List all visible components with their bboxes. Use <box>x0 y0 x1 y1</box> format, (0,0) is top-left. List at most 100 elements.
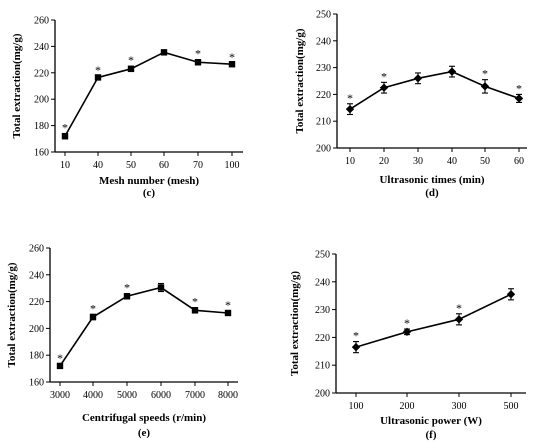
chart1-significance-star: * <box>62 121 68 135</box>
chart3-data-point <box>56 362 64 370</box>
chart2-x-tick-label: 20 <box>379 156 389 167</box>
chart2-panel-label: (d) <box>425 187 439 199</box>
chart3-data-point <box>157 284 165 291</box>
chart1-series-line <box>64 51 233 137</box>
chart1-x-axis-label: Mesh number (mesh) <box>99 175 199 187</box>
chart4-y-tick-label: 240 <box>315 277 330 288</box>
chart1-x-tick-label: 10 <box>60 160 70 171</box>
chart3-y-tick-label: 260 <box>29 244 44 255</box>
chart1-data-point <box>228 61 236 68</box>
chart4-y-tick-label: 200 <box>315 389 330 400</box>
chart2-y-tick-label: 210 <box>316 117 331 128</box>
chart3-data-point <box>123 293 131 300</box>
chart1-data-point <box>194 59 202 66</box>
chart2-y-tick-label: 250 <box>316 10 331 21</box>
chart4-x-axis-label: Ultrasonic power (W) <box>380 415 482 427</box>
chart4-x-tick-label: 500 <box>504 401 519 412</box>
chart2-data-point <box>447 67 457 76</box>
chart3-data-point <box>224 309 232 317</box>
chart4-panel-label: (f) <box>426 429 437 441</box>
chart3-x-tick-label: 3000 <box>50 390 70 401</box>
chart2-significance-star: * <box>516 81 522 95</box>
chart2-data-point <box>480 82 490 91</box>
chart2-data-point <box>514 94 524 103</box>
chart3-y-tick-label: 180 <box>29 351 44 362</box>
chart1-data-point <box>94 74 102 81</box>
chart3-x-tick-label: 5000 <box>117 390 137 401</box>
chart4-data-point <box>402 327 412 337</box>
chart2-y-tick-label: 220 <box>316 90 331 101</box>
chart4-y-tick-label: 210 <box>315 361 330 372</box>
chart4-significance-star: * <box>456 301 462 315</box>
chart1-y-tick-label: 220 <box>34 68 49 79</box>
chart2-y-tick-label: 200 <box>316 144 331 155</box>
chart3-x-tick-label: 6000 <box>151 390 171 401</box>
chart4-y-tick-label: 250 <box>315 250 330 261</box>
chart3-y-tick-label: 240 <box>29 270 44 281</box>
chart2-x-tick-label: 50 <box>480 156 490 167</box>
chart3-y-tick-label: 160 <box>29 378 44 389</box>
chart3-significance-star: * <box>225 298 231 312</box>
chart2-x-tick-label: 10 <box>345 156 355 167</box>
chart1-data-point <box>61 132 69 140</box>
chart2-x-tick-label: 30 <box>413 156 423 167</box>
chart3-data-point <box>89 313 97 321</box>
chart2-data-point <box>413 74 423 83</box>
chart2-data-point <box>345 104 355 114</box>
chart1-y-tick-label: 240 <box>34 42 49 53</box>
chart3-x-tick-label: 8000 <box>218 390 238 401</box>
chart3-y-tick-label: 220 <box>29 297 44 308</box>
chart1-y-axis-label: Total extraction(mg/g) <box>11 33 23 138</box>
chart3-significance-star: * <box>124 281 130 295</box>
chart3-data-point <box>191 307 199 314</box>
chart2-significance-star: * <box>381 69 387 83</box>
chart2-x-tick-label: 40 <box>447 156 457 167</box>
chart3-panel-label: (e) <box>138 427 151 439</box>
chart2-series-line <box>349 70 520 110</box>
chart1-x-tick-label: 100 <box>225 160 240 171</box>
chart1-significance-star: * <box>128 53 134 67</box>
chart3-x-axis-label: Centrifugal speeds (r/min) <box>82 412 206 424</box>
chart1-panel-label: (c) <box>143 187 156 199</box>
chart1-y-tick-label: 200 <box>34 95 49 106</box>
chart4-data-point <box>454 315 464 324</box>
chart1-x-tick-label: 70 <box>193 160 203 171</box>
chart1-y-tick-label: 160 <box>34 148 49 159</box>
chart3-significance-star: * <box>57 351 63 365</box>
chart2-significance-star: * <box>347 91 353 105</box>
chart1-significance-star: * <box>195 47 201 61</box>
chart3-y-tick-label: 200 <box>29 324 44 335</box>
chart4-y-tick-label: 220 <box>315 333 330 344</box>
chart1-data-point <box>127 65 135 73</box>
chart3-x-tick-label: 4000 <box>83 390 103 401</box>
chart4-x-tick-label: 200 <box>400 401 415 412</box>
chart1-data-point <box>160 49 168 56</box>
chart2-data-point <box>379 83 389 92</box>
chart2-x-axis-label: Ultrasonic times (min) <box>379 174 484 186</box>
chart3-y-axis-label: Total extraction(mg/g) <box>6 262 18 367</box>
chart4-y-tick-label: 230 <box>315 305 330 316</box>
chart3-significance-star: * <box>90 301 96 315</box>
chart4-x-tick-label: 100 <box>349 401 364 412</box>
chart1-significance-star: * <box>229 50 235 64</box>
chart4-x-tick-label: 300 <box>452 401 467 412</box>
chart3-x-tick-label: 7000 <box>185 390 205 401</box>
chart3-series-line <box>59 286 229 367</box>
chart4-data-point <box>351 342 361 352</box>
chart4-series-line <box>355 293 512 348</box>
chart1-x-tick-label: 50 <box>126 160 136 171</box>
chart1-y-tick-label: 260 <box>34 16 49 27</box>
chart4-significance-star: * <box>404 316 410 330</box>
chart2-x-tick-label: 60 <box>514 156 524 167</box>
chart2-significance-star: * <box>482 67 488 81</box>
chart3-significance-star: * <box>192 295 198 309</box>
chart2-y-tick-label: 240 <box>316 36 331 47</box>
chart1-x-tick-label: 40 <box>93 160 103 171</box>
chart1-y-tick-label: 180 <box>34 121 49 132</box>
chart2-y-axis-label: Total extraction(mg/g) <box>294 28 306 133</box>
chart2-y-tick-label: 230 <box>316 63 331 74</box>
chart4-data-point <box>506 290 516 299</box>
chart1-significance-star: * <box>95 63 101 77</box>
chart4-y-axis-label: Total extraction(mg/g) <box>289 271 301 376</box>
